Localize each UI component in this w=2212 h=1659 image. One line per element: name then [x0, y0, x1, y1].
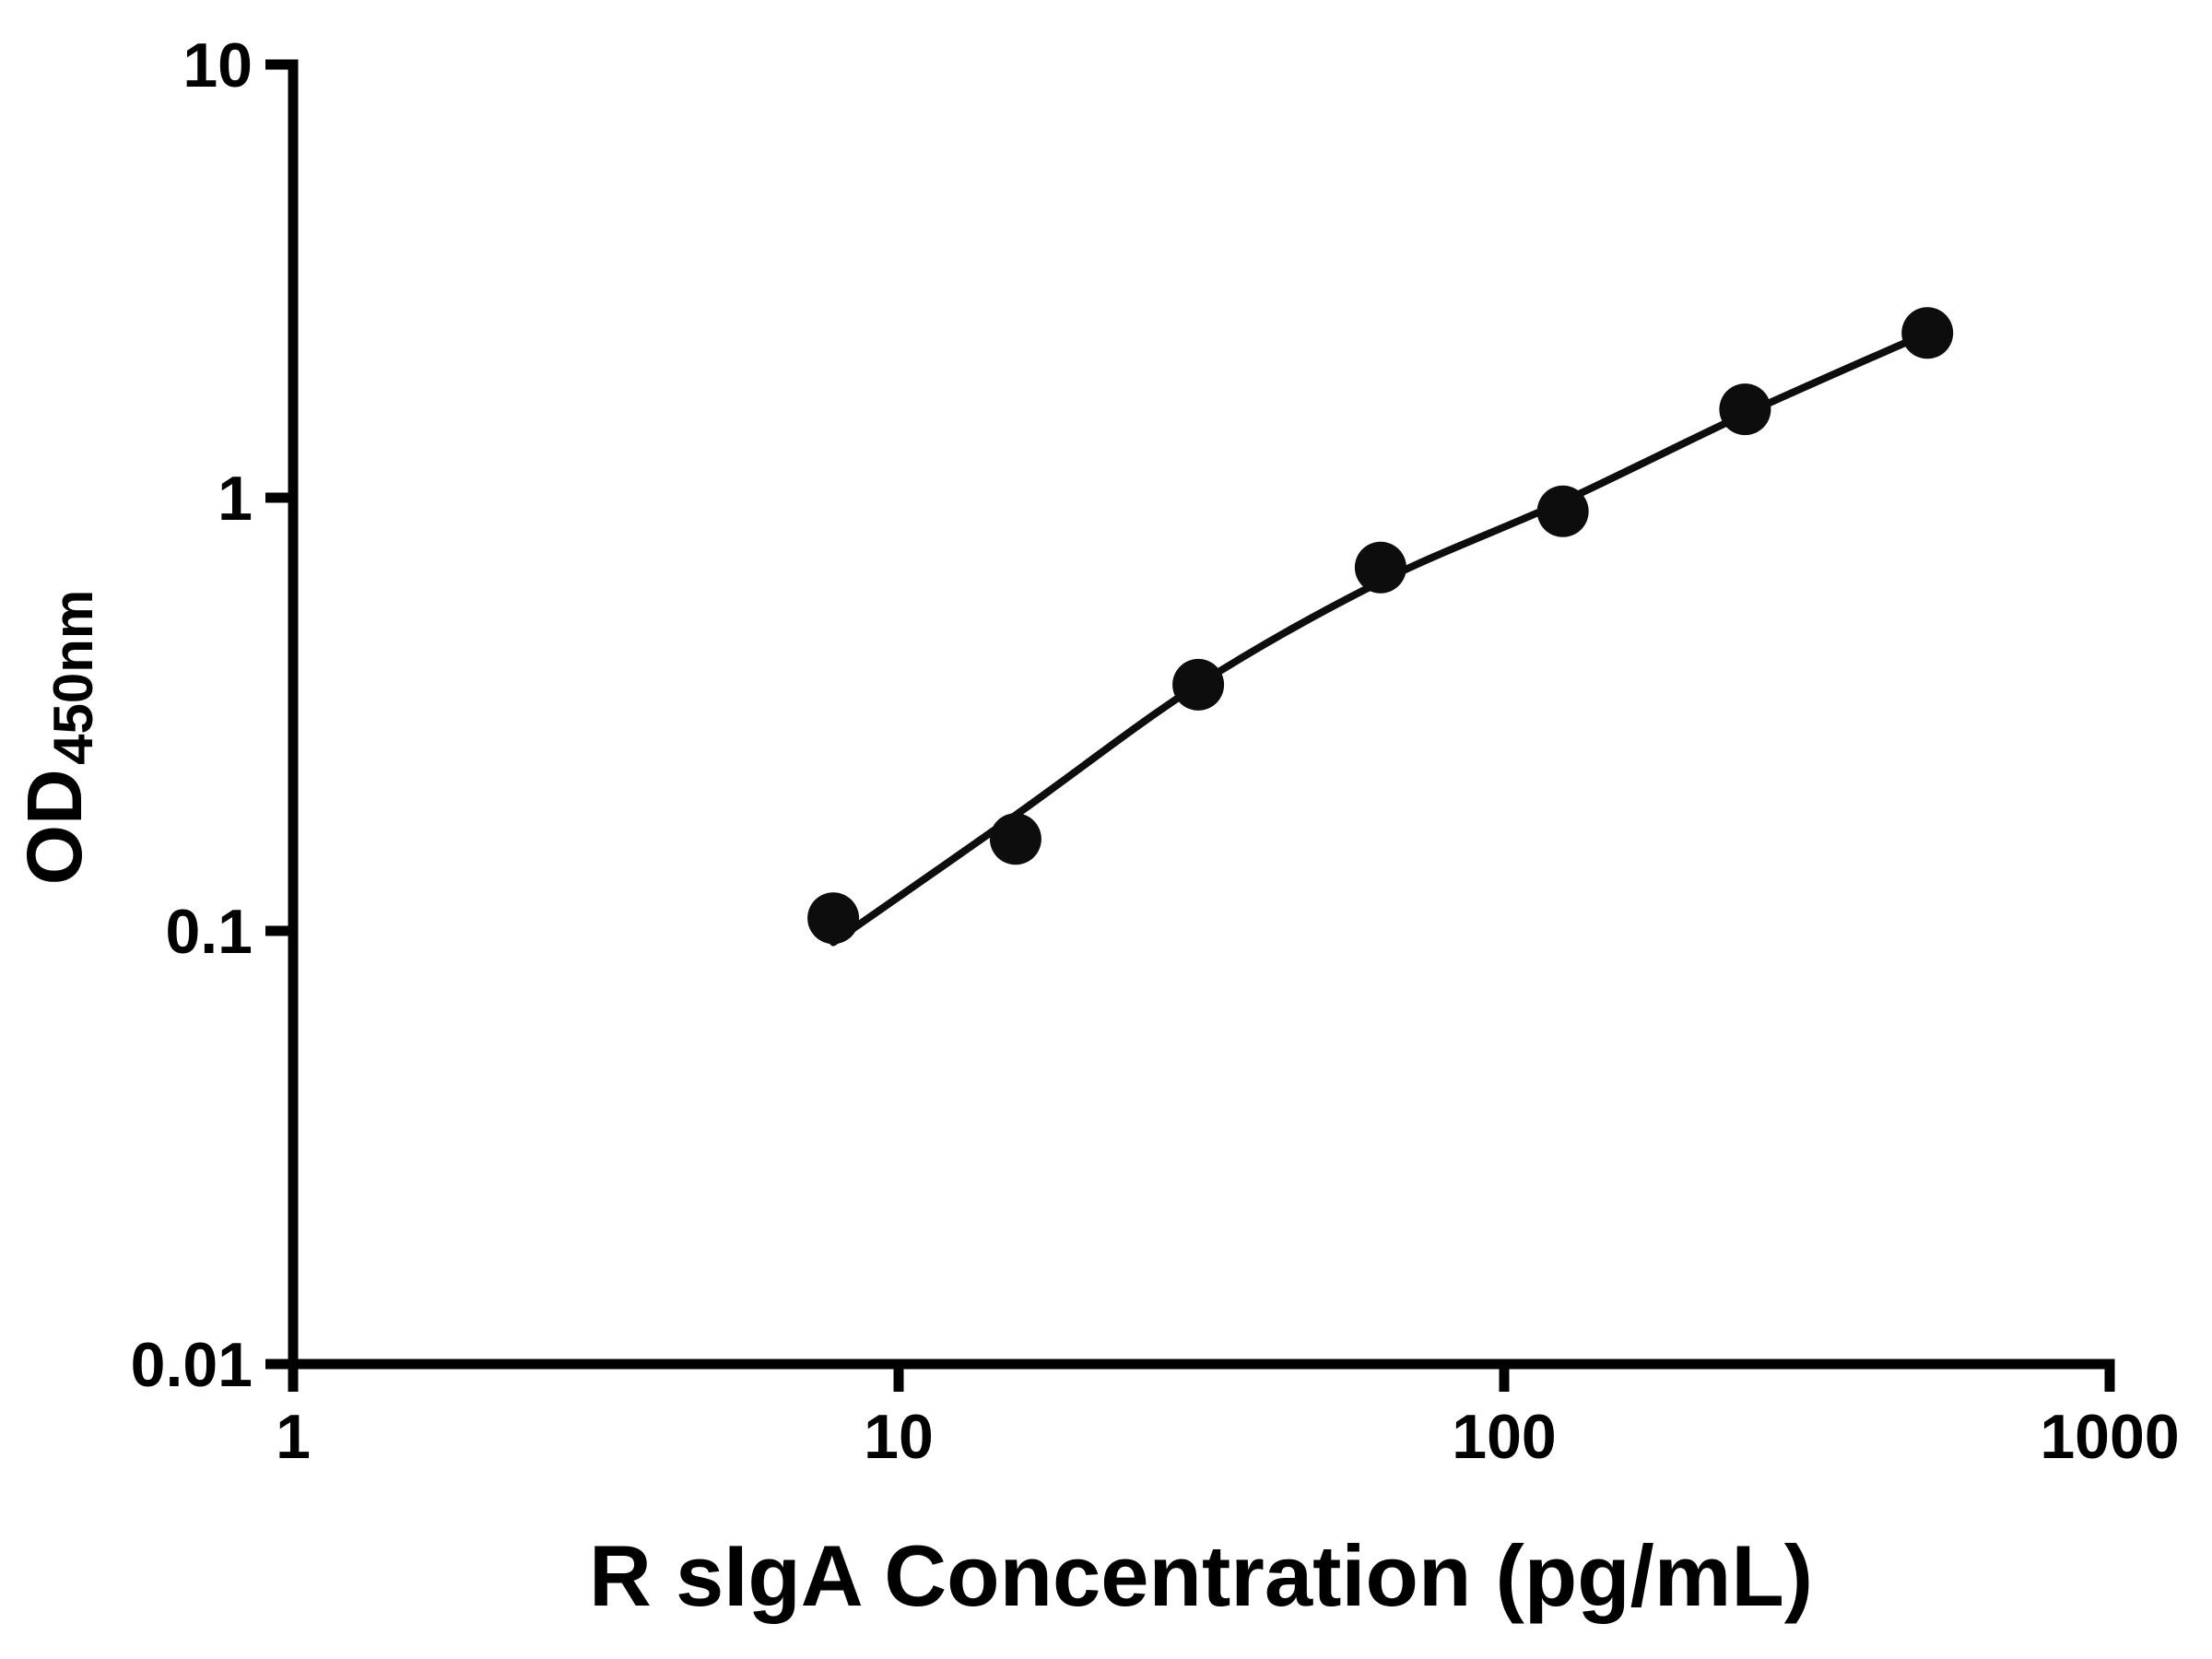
x-axis-tick-labels: 1 10 100 1000: [276, 1402, 2180, 1472]
x-tick-label: 100: [1452, 1402, 1556, 1472]
x-tick-label: 1: [276, 1402, 311, 1472]
data-point: [989, 813, 1041, 865]
y-tick-label: 10: [182, 30, 253, 100]
y-axis-title: OD 450nm: [11, 590, 104, 886]
y-axis-tick-labels: 0.01 0.1 1 10: [131, 30, 253, 1400]
data-point: [1901, 307, 1954, 359]
y-tick-label: 0.1: [165, 897, 253, 967]
data-point: [1172, 658, 1225, 711]
data-point: [807, 892, 860, 945]
y-tick-label: 1: [218, 464, 253, 534]
axes-frame: [288, 59, 2115, 1370]
x-axis-ticks: [288, 1364, 2115, 1392]
x-tick-label: 10: [864, 1402, 934, 1472]
data-point-layer: [807, 307, 1954, 945]
x-tick-label: 1000: [2040, 1402, 2179, 1472]
data-point: [1354, 541, 1406, 594]
y-tick-label: 0.01: [131, 1330, 253, 1400]
x-axis-title: R sIgA Concentration (pg/mL): [589, 1527, 1813, 1624]
y-axis-title-main: OD: [11, 769, 98, 885]
data-point: [1719, 383, 1771, 436]
data-point: [1536, 485, 1589, 537]
y-axis-title-subscript: 450nm: [42, 590, 104, 765]
y-axis-ticks: [265, 59, 293, 1370]
